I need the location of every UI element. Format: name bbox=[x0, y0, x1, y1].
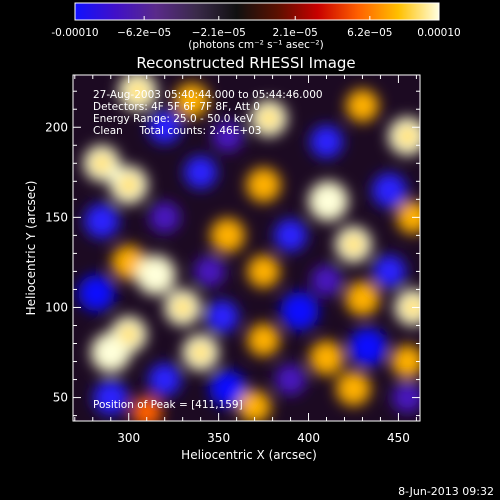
negative-blob bbox=[194, 255, 226, 287]
y-tick-label: 50 bbox=[53, 391, 68, 405]
generation-date: 8-Jun-2013 09:32 bbox=[398, 485, 494, 498]
emission-core bbox=[192, 344, 209, 361]
emission-blob bbox=[396, 200, 420, 234]
negative-blob bbox=[275, 364, 307, 396]
negative-blob bbox=[280, 291, 319, 331]
colorbar-tick-label: 6.2e−05 bbox=[347, 27, 392, 39]
colorbar-tick-label: −6.2e−05 bbox=[117, 27, 171, 39]
emission-blob bbox=[391, 345, 420, 378]
negative-blob bbox=[184, 155, 218, 189]
negative-blob bbox=[310, 125, 343, 159]
info-detectors: Detectors: 4F 5F 6F 7F 8F, Att 0 bbox=[93, 101, 260, 113]
negative-blob bbox=[84, 203, 120, 239]
negative-blob bbox=[205, 300, 239, 333]
emission-core bbox=[120, 326, 137, 343]
emission-core bbox=[260, 110, 278, 127]
negative-blob bbox=[348, 328, 387, 367]
emission-blob bbox=[336, 371, 371, 406]
info-energy-range: Energy Range: 25.0 - 50.0 keV bbox=[93, 113, 254, 125]
heatmap-blobs bbox=[78, 75, 420, 421]
emission-core bbox=[101, 343, 120, 362]
x-tick-label: 400 bbox=[297, 431, 320, 445]
emission-blob bbox=[345, 281, 380, 316]
emission-blob bbox=[174, 82, 209, 118]
colorbar-ticks: -0.00010 −6.2e−05 −2.1e−05 2.1e−05 6.2e−05 0.… bbox=[51, 16, 461, 39]
negative-blob bbox=[78, 274, 115, 312]
negative-blob bbox=[373, 255, 406, 288]
y-tick-label: 100 bbox=[45, 300, 68, 314]
negative-blob bbox=[148, 363, 182, 396]
negative-blob bbox=[311, 264, 343, 296]
colorbar-tick-label: -0.00010 bbox=[51, 27, 98, 39]
x-tick-label: 300 bbox=[117, 431, 140, 445]
colorbar bbox=[74, 2, 440, 21]
emission-blob bbox=[246, 167, 281, 203]
peak-position-label: Position of Peak = [411,159] bbox=[93, 399, 243, 411]
emission-core bbox=[93, 155, 110, 172]
emission-core bbox=[398, 127, 417, 145]
colorbar-units-label: (photons cm⁻² s⁻¹ asec⁻²) bbox=[188, 39, 323, 51]
negative-blob bbox=[274, 218, 307, 252]
colorbar-tick-label: 0.00010 bbox=[417, 27, 460, 39]
y-tick-label: 150 bbox=[45, 210, 68, 224]
x-axis-label: Heliocentric X (arcsec) bbox=[181, 448, 317, 462]
heatmap-image bbox=[78, 75, 420, 421]
emission-blob bbox=[247, 255, 280, 288]
emission-blob bbox=[131, 396, 163, 421]
y-axis-label: Heliocentric Y (arcsec) bbox=[24, 181, 38, 316]
info-time-range: 27-Aug-2003 05:40:44.000 to 05:44:46.000 bbox=[93, 89, 323, 101]
emission-blob bbox=[346, 89, 379, 123]
negative-blob bbox=[391, 382, 420, 414]
y-tick-label: 200 bbox=[45, 120, 68, 134]
emission-core bbox=[174, 299, 191, 316]
x-tick-label: 450 bbox=[387, 431, 410, 445]
negative-blob bbox=[212, 120, 244, 152]
emission-blob bbox=[247, 323, 280, 357]
axis-ticks: 300 350 400 450 50 100 150 200 bbox=[45, 75, 420, 445]
colorbar-tick-label: −2.1e−05 bbox=[192, 27, 246, 39]
emission-core bbox=[120, 176, 138, 194]
chart-title: Reconstructed RHESSI Image bbox=[136, 54, 355, 72]
emission-blob bbox=[309, 340, 344, 376]
emission-blob bbox=[238, 390, 271, 421]
x-tick-label: 350 bbox=[207, 431, 230, 445]
emission-blob bbox=[210, 218, 245, 253]
info-clean-counts: Clean Total counts: 2.46E+03 bbox=[93, 125, 262, 137]
colorbar-tick-label: 2.1e−05 bbox=[273, 27, 318, 39]
emission-core bbox=[146, 266, 165, 285]
negative-blob bbox=[209, 370, 246, 407]
emission-core bbox=[129, 82, 147, 100]
plot-frame bbox=[72, 74, 421, 422]
negative-blob bbox=[149, 201, 181, 233]
emission-core bbox=[319, 192, 338, 211]
negative-blob bbox=[148, 110, 182, 144]
emission-core bbox=[345, 236, 362, 253]
negative-blob bbox=[93, 380, 129, 415]
negative-blob bbox=[372, 173, 407, 208]
